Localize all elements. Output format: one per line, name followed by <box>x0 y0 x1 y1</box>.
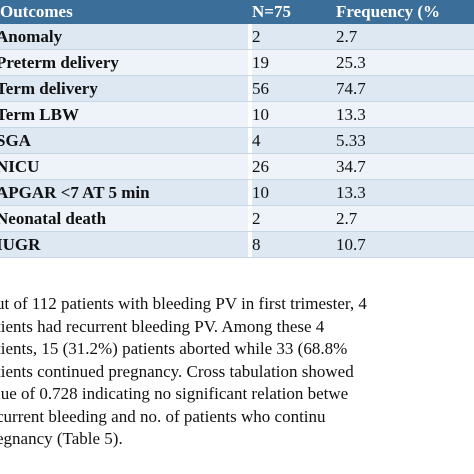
frequency-cell: 34.7 <box>336 153 474 180</box>
n-cell: 4 <box>252 127 336 154</box>
header-outcomes: Outcomes <box>0 0 252 24</box>
frequency-cell: 5.33 <box>336 127 474 154</box>
outcome-cell: Term delivery <box>0 75 248 102</box>
frequency-cell: 13.3 <box>336 179 474 206</box>
n-cell: 8 <box>252 231 336 258</box>
outcome-cell: Preterm delivery <box>0 49 248 76</box>
frequency-cell: 74.7 <box>336 75 474 102</box>
header-frequency: Frequency (% <box>336 0 474 24</box>
paragraph-line: lue of 0.728 indicating no significant r… <box>0 384 349 403</box>
table-row: Term delivery 56 74.7 <box>0 75 474 102</box>
table-row: Preterm delivery 19 25.3 <box>0 49 474 76</box>
n-cell: 2 <box>252 24 336 50</box>
header-n: N=75 <box>252 0 336 24</box>
table-row: IUGR 8 10.7 <box>0 231 474 258</box>
paragraph-line: tients, 15 (31.2%) patients aborted whil… <box>0 339 348 358</box>
outcome-cell: Anomaly <box>0 24 248 50</box>
table-row: NICU 26 34.7 <box>0 153 474 180</box>
frequency-cell: 2.7 <box>336 205 474 232</box>
body-paragraph: ut of 112 patients with bleeding PV in f… <box>0 293 474 451</box>
outcome-cell: SGA <box>0 127 248 154</box>
n-cell: 10 <box>252 101 336 128</box>
frequency-cell: 10.7 <box>336 231 474 258</box>
table-header-row: Outcomes N=75 Frequency (% <box>0 0 474 24</box>
table-row: SGA 4 5.33 <box>0 127 474 154</box>
frequency-cell: 13.3 <box>336 101 474 128</box>
frequency-cell: 2.7 <box>336 24 474 50</box>
paragraph-line: tients had recurrent bleeding PV. Among … <box>0 316 325 336</box>
frequency-cell: 25.3 <box>336 49 474 76</box>
paragraph-line: tients continued pregnancy. Cross tabula… <box>0 361 354 381</box>
paragraph-line: current bleeding and no. of patients who… <box>0 406 326 426</box>
n-cell: 56 <box>252 75 336 102</box>
table-row: Neonatal death 2 2.7 <box>0 205 474 232</box>
table-row: APGAR <7 AT 5 min 10 13.3 <box>0 179 474 206</box>
outcome-cell: APGAR <7 AT 5 min <box>0 179 248 206</box>
outcome-cell: Neonatal death <box>0 205 248 232</box>
outcome-cell: NICU <box>0 153 248 180</box>
outcomes-table: Outcomes N=75 Frequency (% Anomaly 2 2.7… <box>0 0 474 258</box>
table-row: Term LBW 10 13.3 <box>0 101 474 128</box>
outcome-cell: Term LBW <box>0 101 248 128</box>
paragraph-line: egnancy (Table 5). <box>0 429 123 448</box>
n-cell: 10 <box>252 179 336 206</box>
n-cell: 26 <box>252 153 336 180</box>
outcome-cell: IUGR <box>0 231 248 258</box>
table-row: Anomaly 2 2.7 <box>0 24 474 50</box>
n-cell: 19 <box>252 49 336 76</box>
paragraph-line: ut of 112 patients with bleeding PV in f… <box>0 294 367 313</box>
n-cell: 2 <box>252 205 336 232</box>
